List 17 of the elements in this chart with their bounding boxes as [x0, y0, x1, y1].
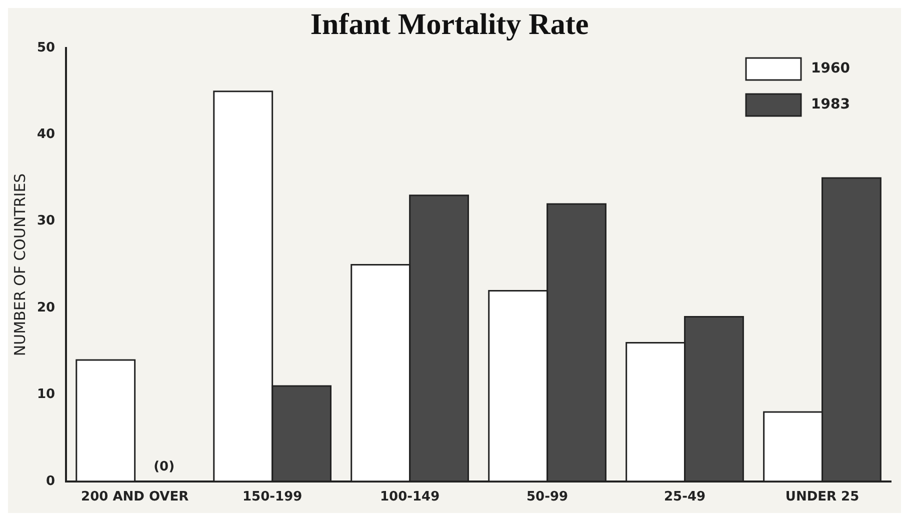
- legend-label: 1983: [811, 96, 850, 113]
- y-tick-label: 10: [36, 387, 56, 402]
- annotation: (0): [154, 459, 175, 474]
- x-tick-label: 150-199: [242, 490, 302, 505]
- y-axis-title: NUMBER OF COUNTRIES: [10, 173, 29, 356]
- chart-title: Infant Mortality Rate: [310, 8, 589, 41]
- y-tick-label: 50: [36, 40, 56, 56]
- y-tick-label: 40: [36, 127, 56, 142]
- x-tick-label: 25-49: [664, 490, 706, 505]
- y-tick-label: 0: [46, 474, 56, 489]
- x-tick-label: 200 AND OVER: [81, 490, 189, 505]
- y-tick-label: 20: [36, 300, 56, 316]
- x-tick-label: UNDER 25: [785, 490, 860, 505]
- y-tick-label: 30: [36, 214, 56, 229]
- x-tick-label: 50-99: [526, 490, 568, 505]
- legend-label: 1960: [811, 60, 850, 77]
- x-tick-label: 100-149: [380, 490, 440, 505]
